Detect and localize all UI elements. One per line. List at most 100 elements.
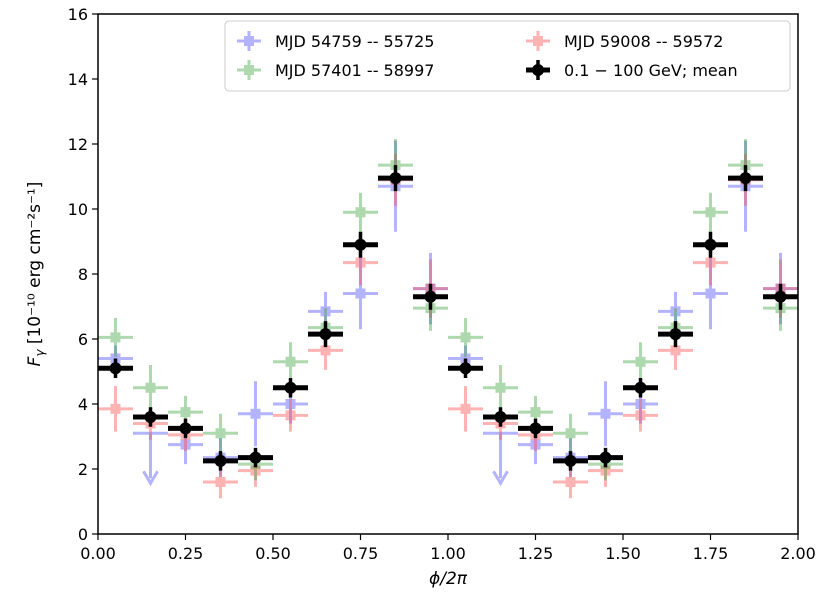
data-point [623,342,658,382]
x-axis-label: ϕ/2π [429,569,468,589]
data-point [378,165,413,192]
marker [532,64,544,76]
x-tick-label: 2.00 [780,544,816,563]
marker [249,451,262,464]
data-point [343,192,378,232]
marker [705,257,716,268]
series-1 [98,153,798,499]
series-3 [98,165,798,471]
legend-marker [237,60,261,80]
marker [460,332,471,343]
legend: MJD 54759 -- 55725 MJD 59008 -- 59572 MJD … [224,20,791,92]
y-tick-label: 2 [78,460,88,479]
marker [669,328,682,341]
upper-limit-point [483,431,518,487]
x-tick-label: 0.25 [168,544,204,563]
data-point [553,451,588,471]
legend-label: MJD 59008 -- 59572 [564,32,723,51]
data-point [273,342,308,382]
data-point [693,192,728,232]
data-point [693,231,728,258]
marker [705,207,716,218]
data-point [693,257,728,330]
marker [705,288,716,299]
marker [704,238,717,251]
marker [494,411,507,423]
data-point [763,283,798,310]
marker [565,428,576,439]
data-point [623,399,658,432]
legend-item: MJD 54759 -- 55725 [237,31,434,51]
legend-label: MJD 54759 -- 55725 [275,32,434,51]
y-tick-label: 8 [78,265,88,284]
data-point [588,381,623,447]
marker [529,422,542,435]
data-point [483,365,518,411]
marker [774,290,787,303]
marker [389,172,402,185]
marker [215,477,226,487]
legend-marker [526,31,550,51]
marker [459,362,472,375]
data-point [308,321,343,348]
data-point [553,413,588,453]
marker [250,408,261,419]
marker [355,207,366,218]
marker [244,36,254,46]
data-point [168,418,203,439]
marker [635,399,646,409]
data-point [273,399,308,432]
data-point [238,381,273,447]
data-point [728,165,763,192]
data-point [203,413,238,453]
x-tick-label: 1.00 [430,544,466,563]
data-point [343,257,378,330]
marker [600,465,611,476]
marker [284,381,297,394]
marker [110,403,121,414]
marker [285,356,296,367]
data-point [98,317,133,357]
y-tick-label: 14 [68,70,88,89]
marker [320,306,331,317]
data-point [98,386,133,432]
data-point [658,321,693,348]
data-point [133,407,168,427]
y-tick-label: 6 [78,330,88,349]
x-tick-label: 1.50 [605,544,641,563]
y-tick-label: 10 [68,200,88,219]
marker [670,345,681,356]
marker [285,399,296,409]
data-point [448,386,483,432]
upper-limit-arrow [142,470,159,487]
marker [180,439,191,450]
marker [215,428,226,439]
marker [634,381,647,394]
marker [250,465,261,476]
marker [530,439,541,450]
marker [530,407,541,418]
x-tick-label: 0.75 [343,544,379,563]
marker [319,328,332,341]
data-point [448,317,483,357]
data-point [623,378,658,398]
marker [424,290,437,303]
marker [564,454,577,467]
x-tick-label: 0.00 [80,544,116,563]
legend-label: 0.1 − 100 GeV; mean [564,61,738,80]
axes: 0.00 0.25 0.50 0.75 1.00 1.25 1.50 1.75 2.00 0 2 4 6… [25,5,816,589]
y-tick-label: 12 [68,135,88,154]
marker [145,382,156,393]
marker [495,382,506,393]
data-point [203,451,238,471]
x-tick-label: 1.75 [693,544,729,563]
marker [460,403,471,414]
marker [635,356,646,367]
data-point [553,465,588,499]
y-tick-label: 16 [68,5,88,24]
data-point [203,465,238,499]
marker [565,477,576,487]
legend-item: MJD 59008 -- 59572 [526,31,723,51]
marker [179,422,192,435]
marker [354,238,367,251]
